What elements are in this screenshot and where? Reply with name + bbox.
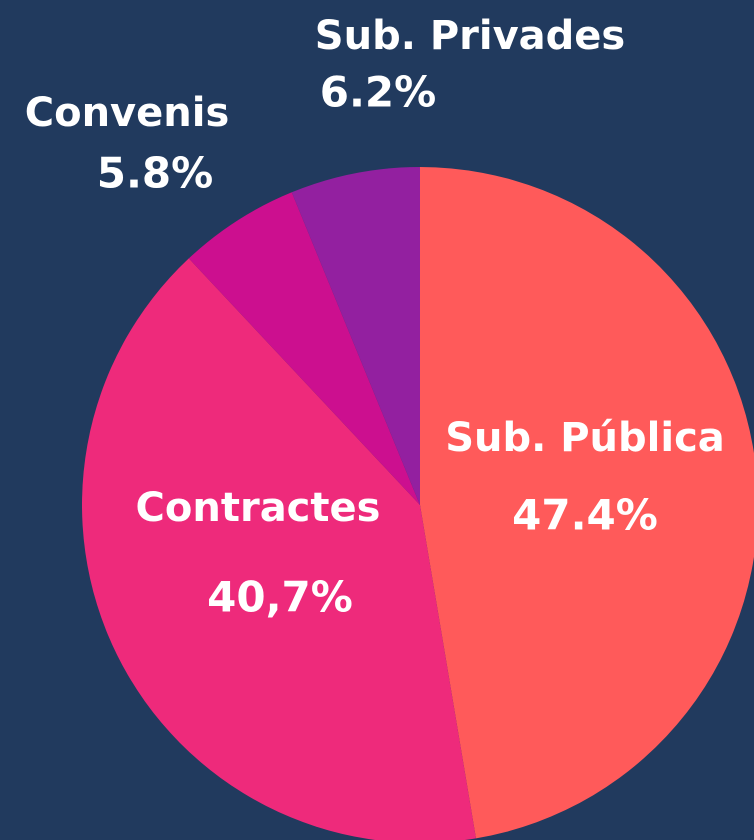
slice-label: Sub. Privades (315, 13, 625, 59)
pie-slice (291, 167, 420, 505)
slice-value-label: 5.8% (97, 149, 213, 198)
slice-value-label: 40,7% (207, 573, 353, 622)
slice-value-label: 47.4% (512, 491, 658, 540)
pie-slice (82, 258, 476, 840)
slice-value-label: 6.2% (320, 68, 436, 117)
pie-slice (188, 192, 420, 505)
slice-label: Sub. Pública (445, 415, 725, 461)
slice-label: Convenis (25, 90, 230, 136)
pie-slice (420, 167, 754, 839)
slice-label: Contractes (136, 485, 381, 531)
